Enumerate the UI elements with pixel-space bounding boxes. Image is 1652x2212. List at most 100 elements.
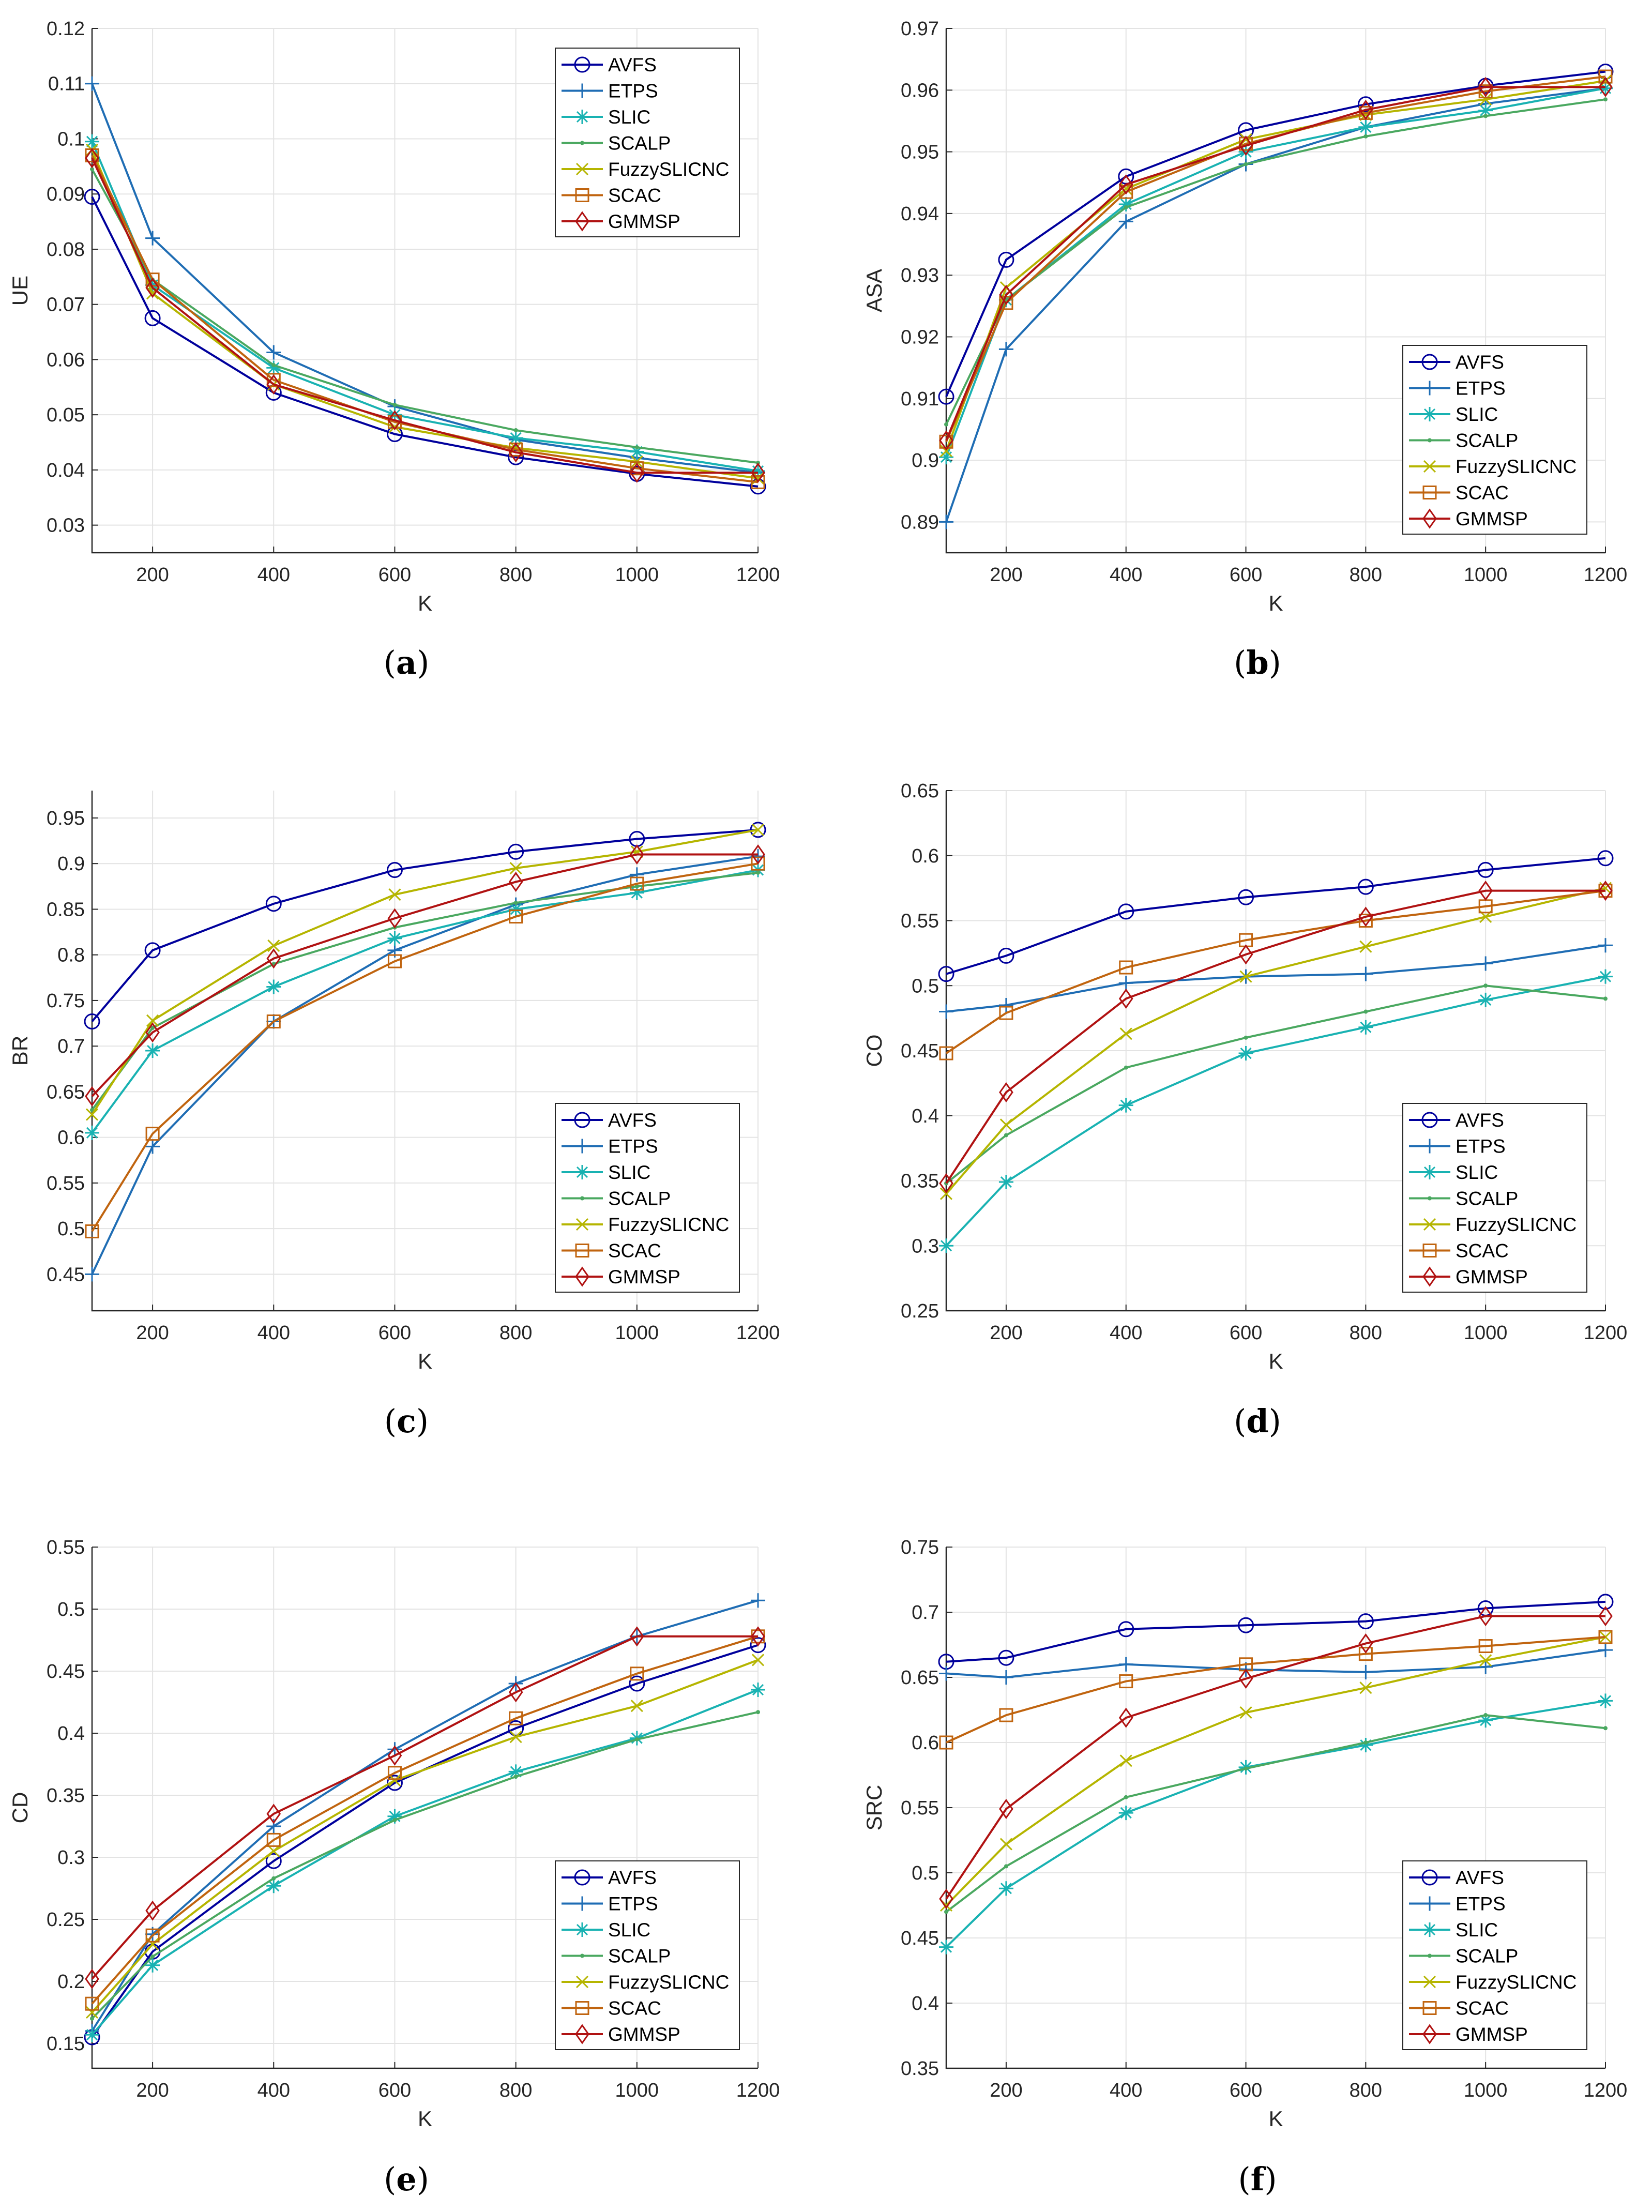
y-tick-label: 0.85 [47,899,85,920]
data-point [388,888,401,901]
y-tick-label: 0.96 [901,80,939,101]
data-point [751,1683,765,1697]
legend-label: SCAC [608,1240,661,1262]
y-tick-label: 0.7 [57,1036,85,1057]
data-point [386,1775,403,1791]
x-tick-label: 200 [136,2080,169,2101]
legend-label: FuzzySLICNC [1456,1214,1577,1235]
data-point [1598,881,1613,901]
legend-marker-icon [575,211,589,232]
legend-item: SCALP [562,1188,671,1209]
axes [945,28,1605,554]
x-axis-label: K [418,591,432,615]
data-point [145,231,160,246]
data-point [629,444,644,459]
legend-marker-icon [575,1218,589,1231]
y-tick-label: 0.06 [47,349,85,371]
data-point [1603,97,1608,102]
data-point [1478,84,1493,99]
data-point [998,342,1013,357]
legend-item: SLIC [1409,404,1498,425]
data-point [1357,1613,1374,1630]
chart-c: 200 400 600 800 1000 1200 0.45 0.5 0.55 0.6 0.65 0.… [8,791,780,1373]
series-SLIC [939,969,1613,1253]
data-point [1483,1713,1488,1718]
x-tick-label: 800 [499,1322,532,1344]
x-tick-label: 800 [499,564,532,586]
legend-item: FuzzySLICNC [562,1214,729,1235]
legend-label: ETPS [608,81,658,102]
data-point [998,1649,1014,1666]
data-point [266,1014,281,1029]
series-SCALP [944,1713,1608,1914]
data-point [750,1637,766,1654]
legend-marker-icon [1422,1139,1437,1154]
legend-label: GMMSP [608,211,680,232]
data-point [145,1928,160,1943]
x-tick-label: 800 [1350,564,1382,586]
data-point [513,901,518,905]
data-point [1118,1806,1133,1821]
legend-item: SCAC [562,185,661,206]
legend-marker-icon [575,1165,589,1179]
data-point [1004,1133,1008,1138]
legend-label: SCALP [1456,1188,1518,1209]
data-point [1238,135,1253,156]
series-line [91,853,758,1097]
legend-label: AVFS [608,54,657,75]
data-point [1118,903,1134,920]
legend-label: FuzzySLICNC [608,159,729,180]
series-GMMSP [939,1605,1613,1910]
data-point [629,1626,644,1647]
y-axis-label: CO [862,1035,886,1067]
series-SCAC [85,856,765,1238]
legend-item: AVFS [1409,1867,1504,1888]
data-point [1244,162,1248,166]
data-point [267,939,280,952]
legend-label: AVFS [608,1867,657,1888]
legend-label: AVFS [1456,352,1504,373]
data-point [387,407,402,422]
legend-marker-icon [1421,354,1438,370]
y-tick-label: 0.5 [912,1862,939,1884]
data-point [266,374,281,395]
y-tick-label: 0.6 [912,845,939,867]
data-point [1118,1621,1134,1638]
data-point [85,1086,99,1107]
data-point [1118,1657,1133,1672]
legend-marker-icon [575,162,589,176]
data-point [1598,69,1613,84]
legend-label: SCAC [1456,1240,1509,1262]
legend-label: FuzzySLICNC [608,1972,729,1993]
legend-item: AVFS [562,54,657,75]
data-point [634,1737,639,1741]
legend: AVFS ETPS SLIC SCALP FuzzySLICNC SCAC GMMSP [555,48,740,237]
y-tick-label: 0.91 [901,388,939,410]
legend-item: GMMSP [1409,2024,1528,2045]
x-tick-label: 800 [499,2080,532,2101]
data-point [1479,1654,1492,1667]
data-point [90,2017,94,2021]
data-point [938,966,954,982]
data-point [388,1774,401,1787]
series-line [91,157,758,474]
legend-marker-icon [575,110,589,124]
x-axis-label: K [1268,2107,1283,2131]
data-point [1478,1605,1493,1627]
data-point [1477,861,1494,878]
data-point [1358,1664,1373,1679]
y-axis-label: ASA [862,269,886,312]
y-tick-label: 0.97 [901,18,939,40]
x-axis-label: K [418,1349,432,1373]
x-tick-label: 1000 [1464,2080,1508,2101]
data-point [1119,1027,1132,1040]
series-GMMSP [939,881,1613,1194]
caption-letter: e [396,2160,417,2198]
legend-item: AVFS [562,1867,657,1888]
y-tick-label: 0.92 [901,326,939,348]
legend-label: ETPS [1456,1893,1506,1915]
data-point [1357,96,1374,113]
data-point [751,844,765,865]
data-point [85,2027,99,2042]
data-point [999,1082,1013,1103]
